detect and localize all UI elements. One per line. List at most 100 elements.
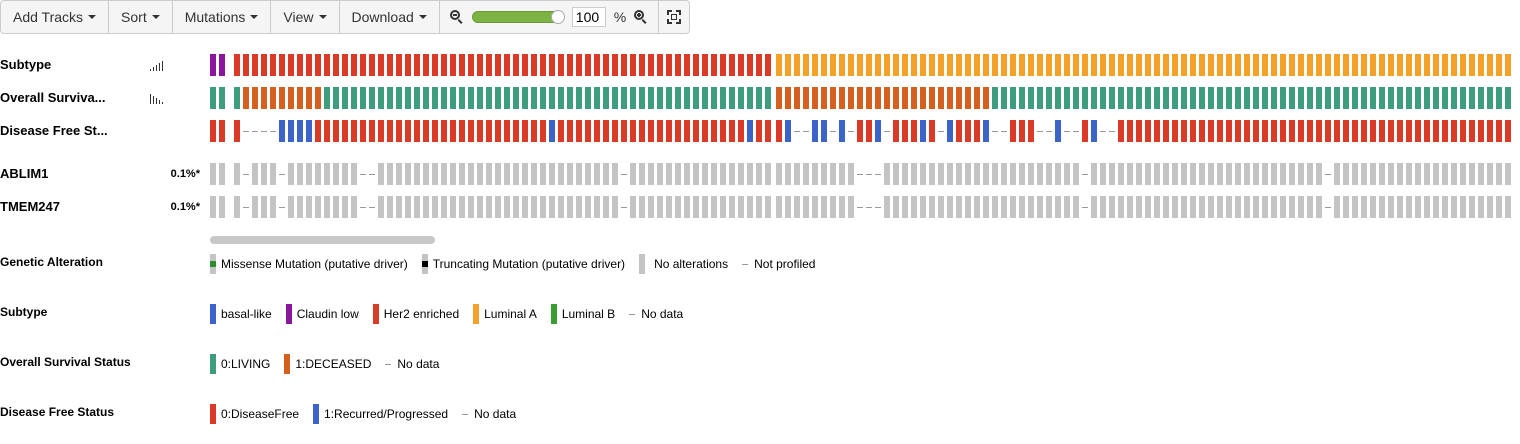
sample-cell[interactable]	[234, 54, 240, 76]
no-data-cell[interactable]	[875, 174, 881, 175]
sample-cell[interactable]	[974, 120, 980, 142]
sample-cell[interactable]	[1397, 196, 1403, 218]
sample-cell[interactable]	[396, 120, 402, 142]
sample-cell[interactable]	[450, 163, 456, 185]
sample-cell[interactable]	[947, 54, 953, 76]
sample-cell[interactable]	[1019, 54, 1025, 76]
sample-cell[interactable]	[765, 120, 771, 142]
sample-cell[interactable]	[468, 196, 474, 218]
sample-cell[interactable]	[369, 87, 375, 109]
sample-cell[interactable]	[911, 87, 917, 109]
sample-cell[interactable]	[720, 196, 726, 218]
sample-cell[interactable]	[657, 196, 663, 218]
sample-cell[interactable]	[902, 54, 908, 76]
sample-cell[interactable]	[486, 54, 492, 76]
sample-cell[interactable]	[531, 120, 537, 142]
sample-cell[interactable]	[1181, 120, 1187, 142]
sample-cell[interactable]	[1298, 120, 1304, 142]
sample-cell[interactable]	[1010, 120, 1016, 142]
sample-cell[interactable]	[648, 196, 654, 218]
sample-cell[interactable]	[522, 120, 528, 142]
sample-cell[interactable]	[1496, 54, 1502, 76]
sample-cell[interactable]	[378, 54, 384, 76]
sample-cell[interactable]	[765, 163, 771, 185]
sample-cell[interactable]	[567, 196, 573, 218]
sample-cell[interactable]	[812, 54, 818, 76]
sample-cell[interactable]	[342, 196, 348, 218]
sample-cell[interactable]	[1109, 54, 1115, 76]
sample-cell[interactable]	[351, 120, 357, 142]
sample-cell[interactable]	[720, 163, 726, 185]
sample-cell[interactable]	[405, 54, 411, 76]
sample-cell[interactable]	[630, 163, 636, 185]
sample-cell[interactable]	[720, 120, 726, 142]
sample-cell[interactable]	[1361, 120, 1367, 142]
sample-cell[interactable]	[1163, 120, 1169, 142]
sample-cell[interactable]	[711, 196, 717, 218]
sample-cell[interactable]	[450, 196, 456, 218]
sample-cell[interactable]	[648, 54, 654, 76]
sample-cell[interactable]	[585, 87, 591, 109]
sample-cell[interactable]	[1235, 163, 1241, 185]
sample-cell[interactable]	[929, 163, 935, 185]
sample-cell[interactable]	[1145, 120, 1151, 142]
sample-cell[interactable]	[1208, 196, 1214, 218]
sample-cell[interactable]	[812, 163, 818, 185]
sample-cell[interactable]	[1118, 87, 1124, 109]
no-data-cell[interactable]	[794, 131, 800, 132]
sample-cell[interactable]	[738, 163, 744, 185]
sample-cell[interactable]	[594, 54, 600, 76]
sample-cell[interactable]	[1064, 196, 1070, 218]
sample-cell[interactable]	[324, 196, 330, 218]
sample-cell[interactable]	[1163, 163, 1169, 185]
sample-cell[interactable]	[621, 54, 627, 76]
no-data-cell[interactable]	[1082, 174, 1088, 175]
sample-cell[interactable]	[666, 163, 672, 185]
sample-cell[interactable]	[1325, 87, 1331, 109]
sample-cell[interactable]	[477, 87, 483, 109]
sample-cell[interactable]	[432, 196, 438, 218]
add-tracks-button[interactable]: Add Tracks	[1, 1, 110, 33]
sample-cell[interactable]	[1451, 163, 1457, 185]
sample-cell[interactable]	[1280, 120, 1286, 142]
sample-cell[interactable]	[776, 54, 782, 76]
no-data-cell[interactable]	[261, 131, 267, 132]
sample-cell[interactable]	[234, 120, 240, 142]
sample-cell[interactable]	[839, 87, 845, 109]
sample-cell[interactable]	[693, 120, 699, 142]
sample-cell[interactable]	[821, 120, 827, 142]
track-row-tmem247[interactable]	[210, 196, 1511, 218]
sample-cell[interactable]	[830, 196, 836, 218]
no-data-cell[interactable]	[1109, 131, 1115, 132]
sample-cell[interactable]	[324, 87, 330, 109]
sample-cell[interactable]	[983, 163, 989, 185]
sample-cell[interactable]	[839, 54, 845, 76]
sample-cell[interactable]	[785, 163, 791, 185]
sample-cell[interactable]	[540, 120, 546, 142]
sample-cell[interactable]	[513, 163, 519, 185]
sample-cell[interactable]	[630, 54, 636, 76]
sample-cell[interactable]	[450, 87, 456, 109]
no-data-cell[interactable]	[252, 131, 258, 132]
sample-cell[interactable]	[893, 120, 899, 142]
no-data-cell[interactable]	[369, 174, 375, 175]
sample-cell[interactable]	[333, 196, 339, 218]
sample-cell[interactable]	[594, 120, 600, 142]
sample-cell[interactable]	[776, 163, 782, 185]
no-data-cell[interactable]	[848, 131, 854, 132]
sample-cell[interactable]	[1289, 54, 1295, 76]
sample-cell[interactable]	[219, 196, 225, 218]
sample-cell[interactable]	[1424, 163, 1430, 185]
sample-cell[interactable]	[1478, 54, 1484, 76]
sample-cell[interactable]	[1226, 196, 1232, 218]
zoom-to-fit-button[interactable]	[659, 1, 689, 33]
sample-cell[interactable]	[315, 120, 321, 142]
sample-cell[interactable]	[1442, 196, 1448, 218]
sample-cell[interactable]	[324, 163, 330, 185]
sample-cell[interactable]	[747, 87, 753, 109]
sample-cell[interactable]	[639, 196, 645, 218]
sample-cell[interactable]	[1487, 54, 1493, 76]
no-data-cell[interactable]	[1325, 174, 1331, 175]
sample-cell[interactable]	[1415, 196, 1421, 218]
sample-cell[interactable]	[693, 163, 699, 185]
